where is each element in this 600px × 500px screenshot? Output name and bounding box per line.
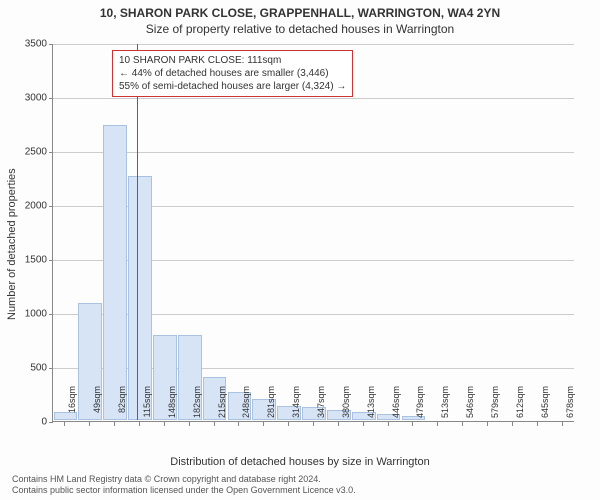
x-tick-mark <box>288 422 289 426</box>
footer-line-2: Contains public sector information licen… <box>12 485 588 496</box>
callout-line-2: ← 44% of detached houses are smaller (3,… <box>119 67 346 80</box>
x-tick-mark <box>363 422 364 426</box>
x-tick-label: 115sqm <box>142 386 152 426</box>
x-tick-mark <box>89 422 90 426</box>
x-tick-label: 546sqm <box>465 386 475 426</box>
title-address: 10, SHARON PARK CLOSE, GRAPPENHALL, WARR… <box>0 0 600 20</box>
y-tick-mark <box>49 422 53 423</box>
x-axis-label: Distribution of detached houses by size … <box>0 456 600 468</box>
y-tick-label: 500 <box>17 363 47 374</box>
footer-line-1: Contains HM Land Registry data © Crown c… <box>12 474 588 485</box>
x-tick-label: 347sqm <box>316 386 326 426</box>
x-tick-mark <box>412 422 413 426</box>
histogram-bar <box>128 176 152 420</box>
x-tick-label: 479sqm <box>415 386 425 426</box>
y-tick-mark <box>49 368 53 369</box>
x-tick-label: 380sqm <box>341 386 351 426</box>
y-tick-mark <box>49 260 53 261</box>
x-tick-label: 82sqm <box>117 386 127 426</box>
x-tick-label: 49sqm <box>92 386 102 426</box>
grid-line <box>53 98 574 99</box>
x-tick-label: 513sqm <box>440 386 450 426</box>
x-tick-mark <box>313 422 314 426</box>
x-tick-mark <box>164 422 165 426</box>
x-tick-label: 579sqm <box>490 386 500 426</box>
x-tick-label: 678sqm <box>565 386 575 426</box>
x-tick-mark <box>562 422 563 426</box>
callout-line-1: 10 SHARON PARK CLOSE: 111sqm <box>119 54 346 67</box>
x-tick-mark <box>338 422 339 426</box>
x-tick-mark <box>114 422 115 426</box>
x-tick-label: 16sqm <box>67 386 77 426</box>
x-tick-mark <box>139 422 140 426</box>
grid-line <box>53 44 574 45</box>
y-axis-label: Number of detached properties <box>6 168 18 320</box>
x-tick-label: 281sqm <box>266 386 276 426</box>
x-tick-mark <box>462 422 463 426</box>
x-tick-mark <box>437 422 438 426</box>
y-tick-mark <box>49 206 53 207</box>
x-tick-label: 645sqm <box>540 386 550 426</box>
x-tick-mark <box>487 422 488 426</box>
y-tick-label: 2500 <box>17 147 47 158</box>
y-tick-label: 2000 <box>17 201 47 212</box>
x-tick-label: 612sqm <box>515 386 525 426</box>
histogram-bar <box>103 125 127 420</box>
x-tick-mark <box>189 422 190 426</box>
y-tick-mark <box>49 44 53 45</box>
reference-callout: 10 SHARON PARK CLOSE: 111sqm ← 44% of de… <box>112 50 353 97</box>
callout-line-3: 55% of semi-detached houses are larger (… <box>119 80 346 93</box>
reference-line <box>137 44 138 420</box>
x-tick-mark <box>238 422 239 426</box>
x-tick-label: 215sqm <box>217 386 227 426</box>
title-subtitle: Size of property relative to detached ho… <box>0 20 600 36</box>
x-tick-mark <box>388 422 389 426</box>
y-tick-mark <box>49 152 53 153</box>
x-tick-mark <box>512 422 513 426</box>
x-tick-label: 446sqm <box>391 386 401 426</box>
grid-line <box>53 152 574 153</box>
y-tick-label: 0 <box>17 417 47 428</box>
x-tick-mark <box>263 422 264 426</box>
plot-box: 0500100015002000250030003500 <box>52 44 574 422</box>
x-tick-label: 182sqm <box>192 386 202 426</box>
y-tick-mark <box>49 98 53 99</box>
x-tick-mark <box>214 422 215 426</box>
y-tick-label: 1000 <box>17 309 47 320</box>
y-tick-label: 3000 <box>17 93 47 104</box>
footer-credits: Contains HM Land Registry data © Crown c… <box>12 474 588 496</box>
x-tick-label: 148sqm <box>167 386 177 426</box>
x-tick-label: 413sqm <box>366 386 376 426</box>
x-tick-label: 248sqm <box>241 386 251 426</box>
chart-plot-area: 0500100015002000250030003500 10 SHARON P… <box>52 44 574 422</box>
x-tick-mark <box>64 422 65 426</box>
x-tick-label: 314sqm <box>291 386 301 426</box>
y-tick-label: 1500 <box>17 255 47 266</box>
y-tick-mark <box>49 314 53 315</box>
x-tick-mark <box>537 422 538 426</box>
chart-container: 10, SHARON PARK CLOSE, GRAPPENHALL, WARR… <box>0 0 600 500</box>
y-tick-label: 3500 <box>17 39 47 50</box>
